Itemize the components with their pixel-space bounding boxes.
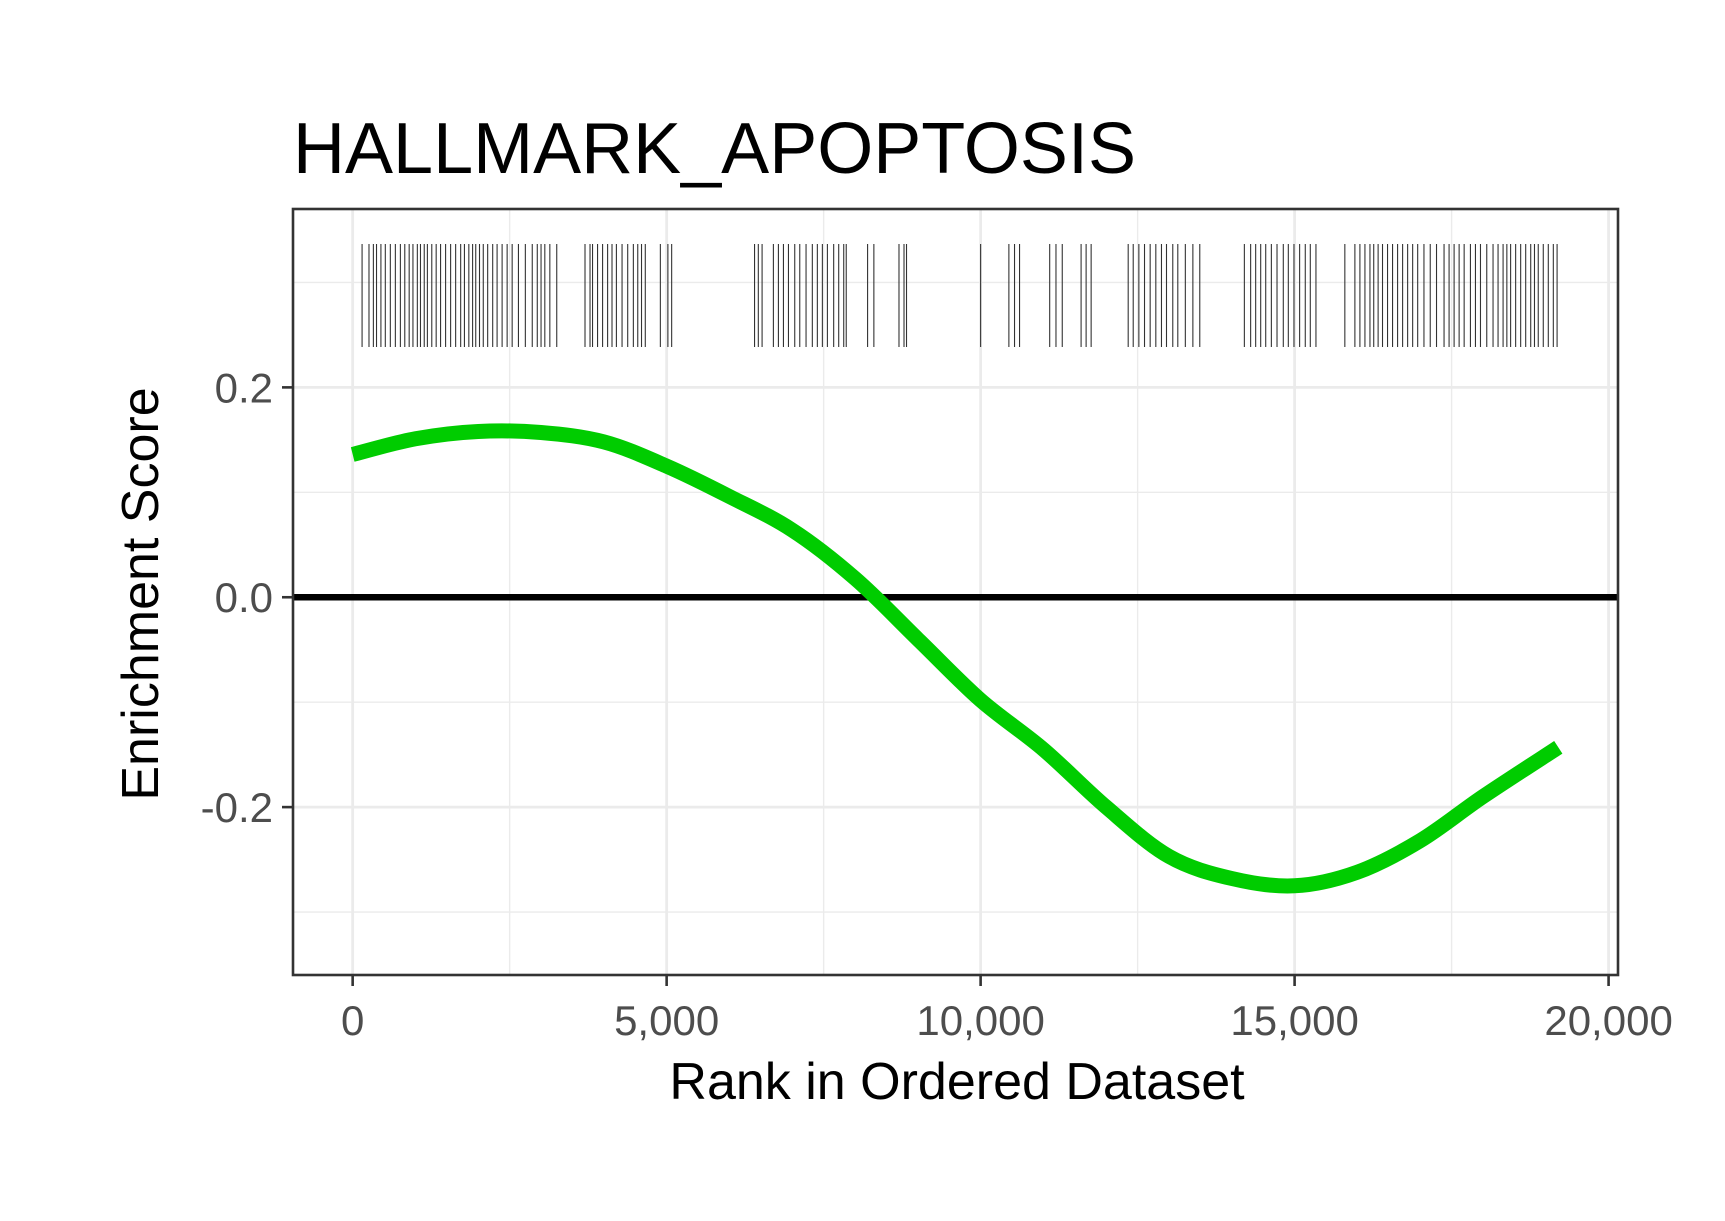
gene-hit-marks [361,244,1558,347]
x-axis-title: Rank in Ordered Dataset [669,1053,1245,1111]
x-tick-label: 0 [341,997,364,1044]
x-tick-label: 10,000 [916,997,1044,1044]
panel-border [291,207,1620,977]
y-axis-title: Enrichment Score [112,387,170,800]
x-tick-label: 15,000 [1230,997,1358,1044]
y-tick-label: 0.2 [215,364,273,411]
axis-ticks: 0 5,000 10,000 15,000 20,000 -0.2 0.0 0.2 [201,364,1673,1044]
x-tick-label: 5,000 [614,997,719,1044]
chart-title: HALLMARK_APOPTOSIS [293,109,1136,189]
y-tick-label: -0.2 [201,784,273,831]
x-tick-label: 20,000 [1544,997,1672,1044]
series-layer [350,423,1563,894]
grid-layer [293,209,1618,975]
y-tick-label: 0.0 [215,574,273,621]
enrichment-score-line [350,423,1563,894]
panel-frame-layer [291,207,1620,977]
